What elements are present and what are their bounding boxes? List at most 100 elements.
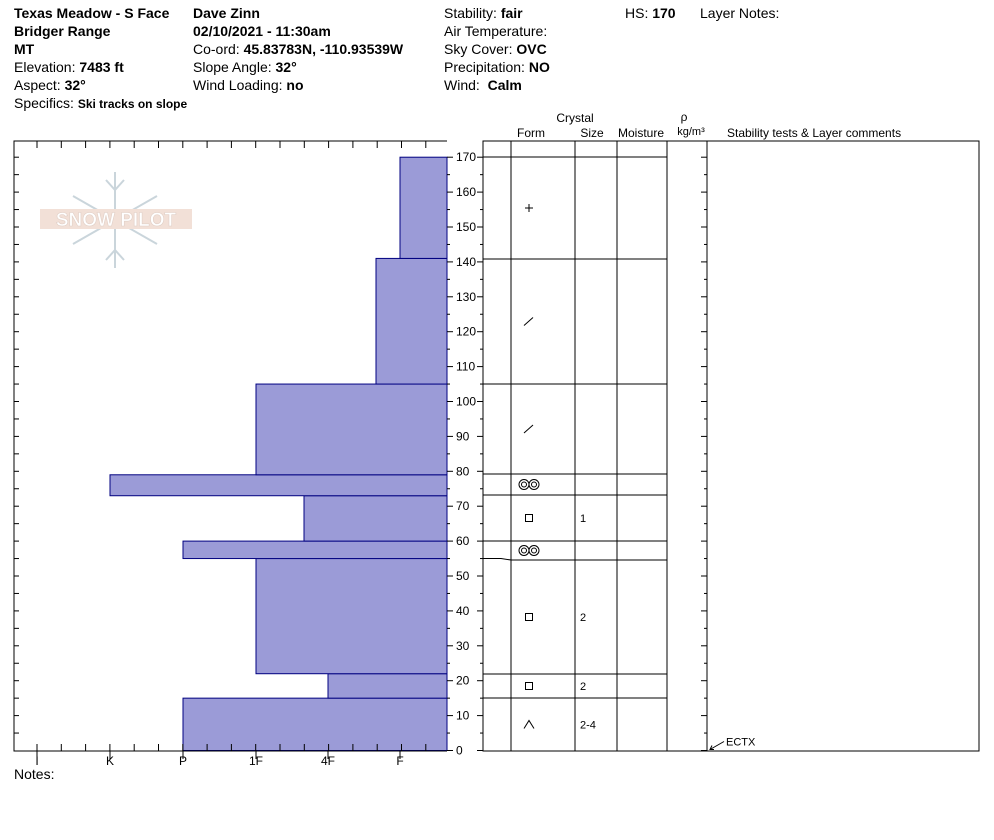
melt-inner xyxy=(521,481,527,488)
wind-value: Calm xyxy=(487,77,522,93)
melt-inner xyxy=(521,547,527,554)
density-unit-header: kg/m³ xyxy=(677,126,705,138)
layer-notes-label: Layer Notes: xyxy=(700,5,780,21)
hardness-bar-6 xyxy=(255,383,448,476)
precipitation-value: NO xyxy=(528,59,550,75)
crystal-decomposing-icon xyxy=(523,317,534,326)
observation-datetime: 02/10/2021 - 11:30am xyxy=(193,23,331,39)
range-name: Bridger Range xyxy=(14,23,111,39)
wind-label: Wind: xyxy=(444,77,480,93)
wind-loading-value: no xyxy=(286,77,304,93)
hs-value: 170 xyxy=(652,5,676,21)
hardness-bars xyxy=(109,156,448,752)
caret xyxy=(523,719,535,729)
comments-header: Stability tests & Layer comments xyxy=(727,126,901,140)
y-tick-label-110: 110 xyxy=(456,360,475,374)
elevation-label: Elevation: xyxy=(14,59,76,75)
chart-frame xyxy=(13,140,447,752)
y-tick-label-120: 120 xyxy=(456,325,476,339)
stability-test-label-0: ECTX xyxy=(726,737,756,749)
location-name: Texas Meadow - S Face xyxy=(14,5,170,21)
header-middle-block: Dave Zinn 02/10/2021 - 11:30am Co-ord: 4… xyxy=(193,4,403,94)
hardness-bar-2 xyxy=(255,558,448,675)
test-pointer-0 xyxy=(709,741,725,750)
y-tick-label-100: 100 xyxy=(456,395,476,409)
crystal-size-label-2: 2 xyxy=(580,612,586,624)
notes-label: Notes: xyxy=(14,766,55,782)
hardness-bar-8 xyxy=(399,156,448,259)
square xyxy=(525,514,533,522)
moisture-header: Moisture xyxy=(618,126,664,140)
melt-outer xyxy=(528,545,540,556)
slash xyxy=(523,317,534,326)
y-tick-label-170: 170 xyxy=(456,150,476,164)
crystal-faceted-icon xyxy=(525,514,533,522)
y-tick-label-30: 30 xyxy=(456,639,470,653)
y-tick-label-0: 0 xyxy=(456,744,463,758)
hs-label: HS: xyxy=(625,5,649,21)
y-tick-label-150: 150 xyxy=(456,220,476,234)
crystal-size-label-0: 2-4 xyxy=(580,720,596,732)
y-tick-label-80: 80 xyxy=(456,464,470,478)
crystal-size-label-1: 2 xyxy=(580,681,586,693)
hs-block: HS: 170 xyxy=(625,4,676,22)
melt-outer xyxy=(518,479,530,490)
hardness-bar-4 xyxy=(303,495,448,542)
table-frame xyxy=(482,140,980,752)
header-left-block: Texas Meadow - S Face Bridger Range MT E… xyxy=(14,4,187,113)
crystal-header: Crystal xyxy=(556,111,593,125)
form-header: Form xyxy=(517,126,545,140)
crystal-faceted-icon xyxy=(525,613,533,621)
y-tick-label-50: 50 xyxy=(456,569,470,583)
stability-label: Stability: xyxy=(444,5,497,21)
layer-boundary-55 xyxy=(483,558,667,561)
slope-angle-label: Slope Angle: xyxy=(193,59,272,75)
y-tick-label-140: 140 xyxy=(456,255,476,269)
crystal-melt-forms-icon xyxy=(518,545,540,556)
rho-header: ρ xyxy=(681,110,688,124)
sky-cover-label: Sky Cover: xyxy=(444,41,513,57)
header-right-block: Stability: fair Air Temperature: Sky Cov… xyxy=(444,4,550,94)
stability-value: fair xyxy=(500,5,523,21)
slope-angle-value: 32° xyxy=(275,59,297,75)
snowpilot-logo: SNOW PILOT xyxy=(40,172,192,268)
square xyxy=(525,613,533,621)
crystal-faceted-icon xyxy=(525,682,533,690)
crystal-depth-hoar-icon xyxy=(523,719,535,729)
x-tick-label-F: F xyxy=(396,754,403,768)
x-tick-label-K: K xyxy=(106,754,114,768)
specifics-value: Ski tracks on slope xyxy=(77,97,188,111)
specifics-label: Specifics: xyxy=(14,95,74,111)
y-tick-label-40: 40 xyxy=(456,604,470,618)
precipitation-label: Precipitation: xyxy=(444,59,525,75)
air-temp-label: Air Temperature: xyxy=(444,23,548,39)
coord-label: Co-ord: xyxy=(193,41,240,57)
coord-value: 45.83783N, -110.93539W xyxy=(243,41,404,57)
crystal-melt-forms-icon xyxy=(518,479,540,490)
y-tick-label-10: 10 xyxy=(456,709,470,723)
crystal-size-label-4: 1 xyxy=(580,513,586,525)
x-tick-label-P: P xyxy=(179,754,187,768)
observer-name: Dave Zinn xyxy=(193,5,260,21)
y-tick-label-60: 60 xyxy=(456,534,470,548)
hardness-bar-0 xyxy=(182,697,448,752)
logo-band xyxy=(40,209,192,229)
melt-outer xyxy=(528,479,540,490)
aspect-label: Aspect: xyxy=(14,77,61,93)
sky-cover-value: OVC xyxy=(516,41,547,57)
melt-inner xyxy=(531,481,537,488)
wind-loading-label: Wind Loading: xyxy=(193,77,283,93)
size-header: Size xyxy=(580,126,604,140)
crystal-new-snow-icon xyxy=(525,204,533,212)
hardness-bar-7 xyxy=(375,257,448,385)
x-tick-label-4F: 4F xyxy=(321,754,335,768)
melt-inner xyxy=(531,547,537,554)
y-tick-label-90: 90 xyxy=(456,429,470,443)
x-tick-label-1F: 1F xyxy=(249,754,263,768)
state-name: MT xyxy=(14,41,35,57)
x-tick-label-I: I xyxy=(35,754,38,768)
hardness-bar-3 xyxy=(182,540,448,560)
y-tick-label-70: 70 xyxy=(456,499,470,513)
elevation-value: 7483 ft xyxy=(79,59,124,75)
